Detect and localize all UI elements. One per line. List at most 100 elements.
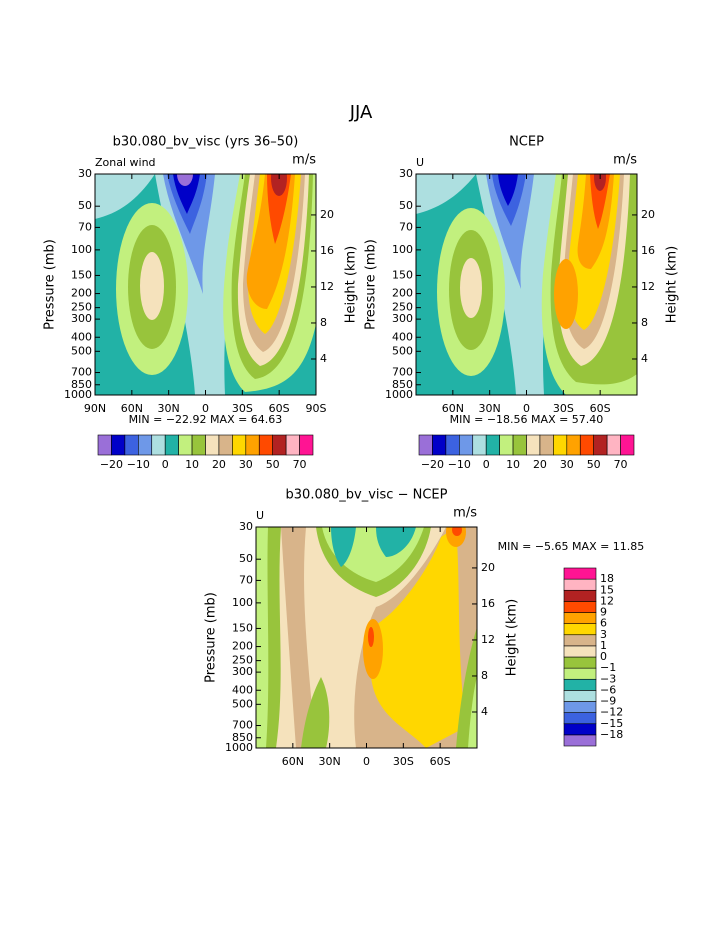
colorbar-label: 6 [600, 617, 607, 630]
y-tick-label: 70 [78, 220, 92, 233]
y-tick-label: 850 [232, 731, 253, 744]
stats: MIN = −5.65 MAX = 11.85 [498, 540, 645, 553]
x-tick-label: 90N [84, 402, 106, 415]
colorbar-box [258, 434, 273, 456]
colorbar-box [553, 434, 568, 456]
colorbar-label: 0 [162, 458, 169, 471]
y2-tick-label: 20 [320, 208, 334, 221]
y-tick-label: 250 [71, 301, 92, 314]
y-tick-label: 50 [399, 199, 413, 212]
colorbar-box [620, 434, 635, 456]
y-tick-label: 30 [78, 167, 92, 180]
y-tick-label: 250 [232, 654, 253, 667]
colorbar-box [111, 434, 126, 456]
stats: MIN = −18.56 MAX = 57.40 [450, 413, 604, 426]
colorbar-box [191, 434, 206, 456]
figure-title: JJA [349, 102, 373, 123]
contour [468, 677, 477, 748]
y-tick-label: 1000 [225, 741, 253, 754]
colorbar-box [178, 434, 193, 456]
colorbar-box [563, 712, 597, 725]
colorbar-box [272, 434, 287, 456]
y-tick-label: 30 [399, 167, 413, 180]
colorbar-label: 0 [600, 650, 607, 663]
colorbar-box [432, 434, 447, 456]
contour [416, 174, 476, 214]
colorbar-box [563, 645, 597, 658]
y2-tick-label: 16 [481, 597, 495, 610]
panel-title: b30.080_bv_visc (yrs 36–50) [113, 135, 299, 150]
colorbar-box [563, 678, 597, 691]
colorbar-label: 70 [614, 458, 628, 471]
colorbar-label: 3 [600, 628, 607, 641]
stats: MIN = −22.92 MAX = 64.63 [129, 413, 283, 426]
y2-tick-label: 12 [641, 280, 655, 293]
colorbar-box [151, 434, 166, 456]
y-tick-label: 850 [392, 378, 413, 391]
contour [452, 527, 462, 536]
colorbar-label: 0 [483, 458, 490, 471]
colorbar-box [218, 434, 233, 456]
y2-tick-label: 8 [320, 316, 327, 329]
colorbar-box [124, 434, 139, 456]
colorbar-label: 20 [212, 458, 226, 471]
y2-tick-label: 12 [481, 633, 495, 646]
field-label: U [256, 509, 264, 522]
contour [281, 527, 316, 748]
y-tick-label: 400 [232, 683, 253, 696]
y-tick-label: 150 [232, 621, 253, 634]
colorbar-box [472, 434, 487, 456]
contour [331, 527, 356, 567]
colorbar-label: 15 [600, 583, 614, 596]
colorbar-label: −10 [127, 458, 150, 471]
y-tick-label: 500 [232, 697, 253, 710]
units-label: m/s [292, 153, 316, 168]
contour [301, 677, 330, 748]
colorbar-box [563, 578, 597, 591]
colorbar-box [563, 690, 597, 702]
x-tick-label: 30S [393, 755, 414, 768]
colorbar-box [97, 434, 112, 456]
contour [363, 619, 383, 679]
y2-tick-label: 20 [481, 561, 495, 574]
colorbar-label: 30 [560, 458, 574, 471]
colorbar-box [579, 434, 594, 456]
colorbar-box [563, 701, 597, 713]
colorbar-label: −10 [448, 458, 471, 471]
colorbar-label: 30 [239, 458, 253, 471]
units-label: m/s [613, 153, 637, 168]
colorbar-box [164, 434, 179, 456]
x-tick-label: 60N [442, 402, 464, 415]
y-tick-label: 30 [239, 520, 253, 533]
colorbar-label: 50 [587, 458, 601, 471]
x-tick-label: 30N [319, 755, 341, 768]
x-tick-label: 60S [430, 755, 451, 768]
y-tick-label: 150 [392, 268, 413, 281]
colorbar-box [566, 434, 581, 456]
colorbar-label: 10 [185, 458, 199, 471]
colorbar-label: −3 [600, 672, 616, 685]
y-tick-label: 200 [232, 640, 253, 653]
colorbar-label: 18 [600, 572, 614, 585]
x-tick-label: 60S [590, 402, 611, 415]
colorbar-box [138, 434, 153, 456]
colorbar-box [593, 434, 608, 456]
colorbar-label: −20 [421, 458, 444, 471]
y-axis-title: Pressure (mb) [204, 592, 219, 683]
colorbar-box [285, 434, 300, 456]
contour [95, 174, 155, 219]
units-label: m/s [453, 506, 477, 521]
x-tick-label: 30N [158, 402, 180, 415]
colorbar-box [563, 723, 597, 736]
y-tick-label: 150 [71, 268, 92, 281]
y-tick-label: 50 [78, 199, 92, 212]
colorbar-box [539, 434, 554, 456]
y2-tick-label: 12 [320, 280, 334, 293]
contour [486, 174, 534, 289]
contour-field [416, 174, 637, 395]
colorbar-box [563, 656, 597, 669]
field-label: Zonal wind [95, 156, 156, 169]
y2-tick-label: 4 [641, 352, 648, 365]
colorbar-label: 70 [293, 458, 307, 471]
y-tick-label: 50 [239, 552, 253, 565]
